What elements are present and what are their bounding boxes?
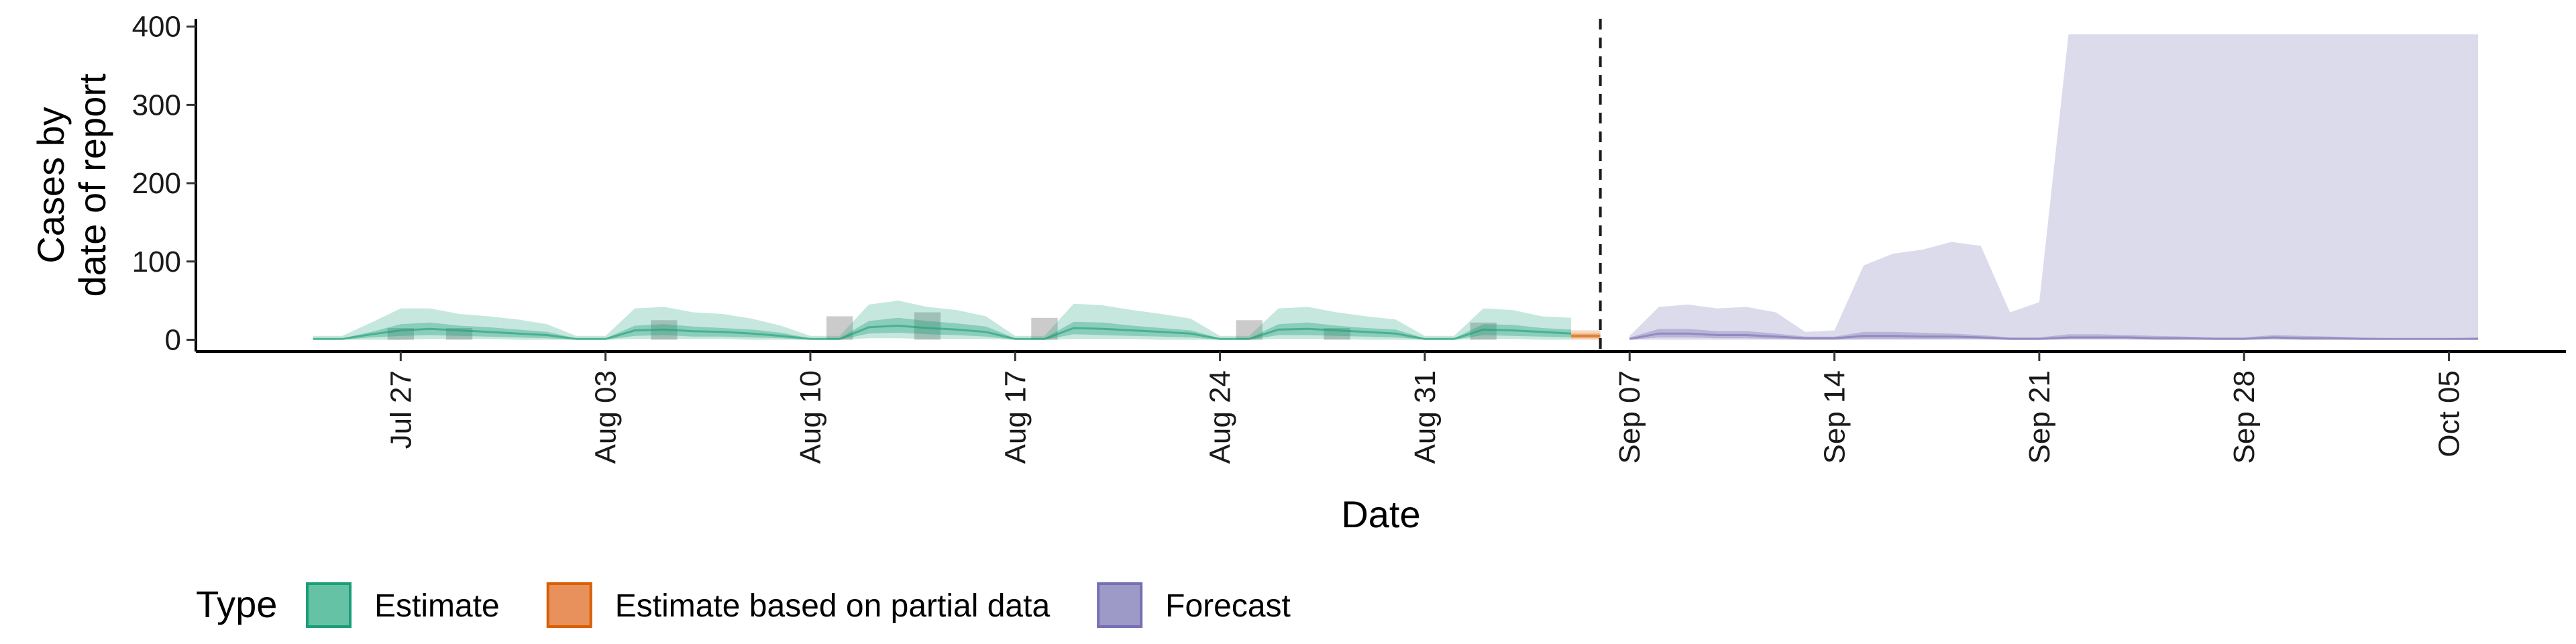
y-tick-label: 400 [132, 11, 181, 44]
x-tick-label: Sep 21 [2023, 370, 2056, 464]
forecast-band-90 [1629, 34, 2479, 340]
y-tick-label: 100 [132, 246, 181, 278]
legend-key-forecast [1097, 582, 1143, 628]
y-tick-label: 200 [132, 167, 181, 200]
legend-label-estimate: Estimate [374, 588, 500, 624]
x-tick-label: Sep 07 [1613, 370, 1646, 464]
forecast-median-line [1629, 332, 2479, 340]
y-axis-title-line: date of report [71, 73, 113, 297]
y-axis-title: Cases by date of report [30, 73, 113, 297]
axes: 0 100 200 300 400 Jul 27 Aug 03 Aug 10 Aug 17 Aug… [30, 11, 2566, 535]
y-axis-title-line: Cases by [30, 107, 72, 263]
legend-title: Type [196, 583, 277, 625]
x-tick-label: Oct 05 [2433, 370, 2466, 458]
y-tick-label: 300 [132, 89, 181, 121]
plot-area [313, 19, 2479, 352]
x-tick-label: Aug 03 [590, 370, 623, 464]
x-tick-label: Sep 14 [1819, 370, 1851, 464]
legend: Type Estimate Estimate based on partial da… [196, 582, 1291, 628]
legend-key-estimate [306, 582, 352, 628]
x-tick-label: Aug 10 [794, 370, 827, 464]
reported-cases-bar [914, 312, 941, 340]
legend-key-estimate-based-on-partial-data [546, 582, 592, 628]
x-tick-label: Aug 24 [1204, 370, 1237, 464]
estimate-band-90 [313, 301, 1571, 340]
x-tick-label: Aug 31 [1409, 370, 1442, 464]
x-axis-title: Date [1341, 493, 1420, 535]
legend-label-forecast: Forecast [1165, 588, 1291, 624]
y-tick-label: 0 [165, 323, 181, 356]
estimate-median-line [313, 324, 1572, 340]
x-tick-label: Jul 27 [384, 370, 417, 449]
legend-label-estimate-based-on-partial-data: Estimate based on partial data [615, 588, 1051, 624]
reported-cases-bar [1470, 322, 1497, 340]
x-tick-label: Sep 28 [2228, 370, 2261, 464]
x-tick-label: Aug 17 [999, 370, 1032, 464]
